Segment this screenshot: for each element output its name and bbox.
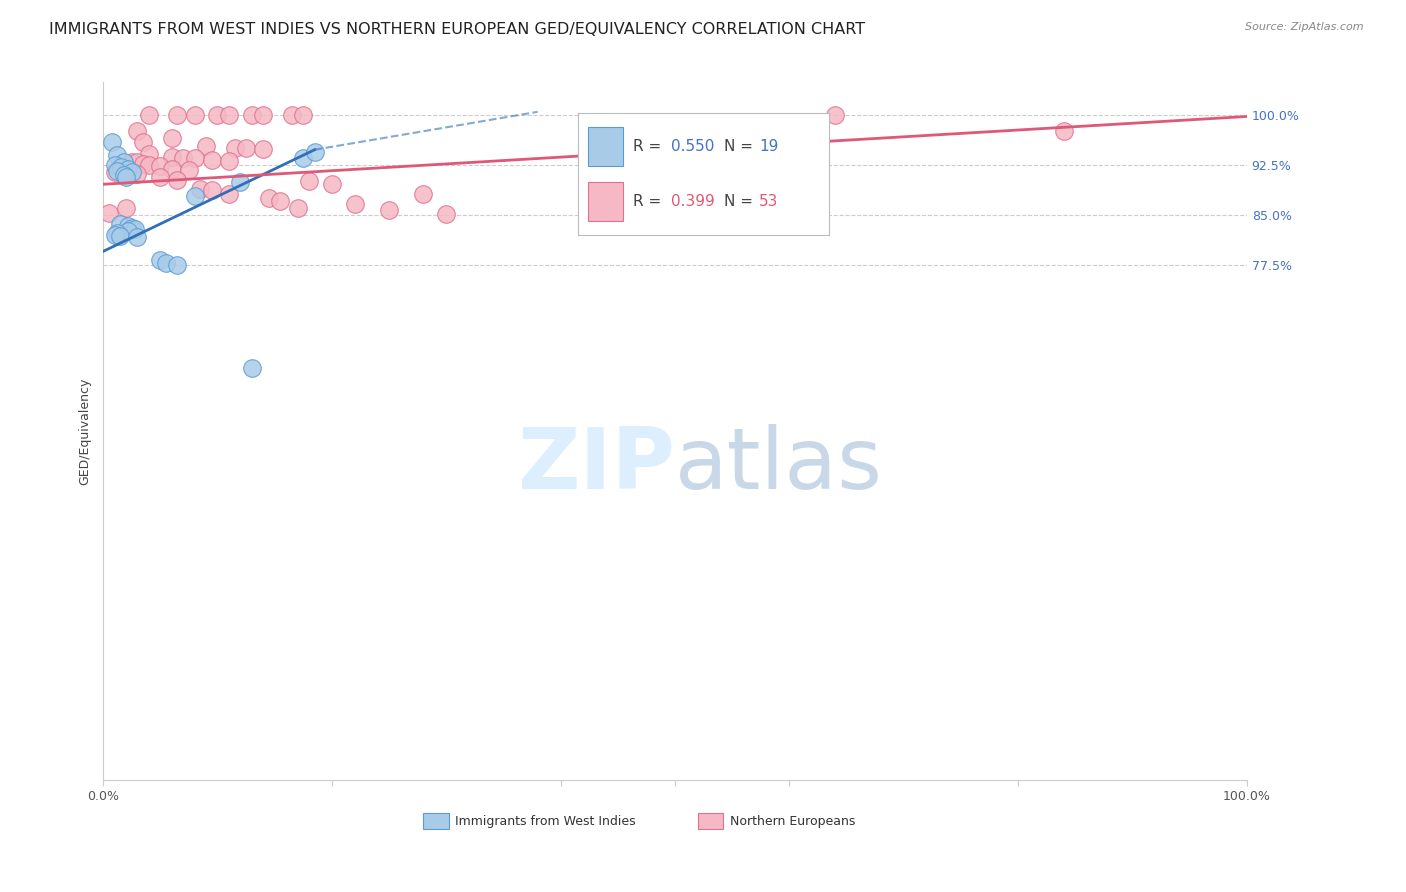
Point	[138, 147, 160, 161]
Point	[252, 108, 274, 122]
Bar	[697, 814, 723, 829]
Text: Northern Europeans: Northern Europeans	[730, 814, 855, 828]
Point	[138, 108, 160, 122]
Point	[117, 224, 139, 238]
Bar	[423, 814, 449, 829]
Point	[110, 217, 132, 231]
Point	[166, 172, 188, 186]
Point	[641, 194, 664, 208]
Point	[218, 187, 240, 202]
Point	[257, 190, 280, 204]
Point	[183, 152, 205, 166]
Point	[105, 148, 128, 162]
Text: IMMIGRANTS FROM WEST INDIES VS NORTHERN EUROPEAN GED/EQUIVALENCY CORRELATION CHA: IMMIGRANTS FROM WEST INDIES VS NORTHERN …	[49, 22, 865, 37]
Y-axis label: GED/Equivalency: GED/Equivalency	[79, 377, 91, 484]
Point	[121, 166, 143, 180]
Point	[121, 155, 143, 169]
Point	[132, 135, 155, 149]
Point	[160, 130, 183, 145]
Point	[201, 183, 224, 197]
Text: ZIP: ZIP	[517, 425, 675, 508]
Point	[155, 256, 177, 270]
Point	[117, 161, 139, 176]
Point	[166, 258, 188, 272]
Point	[195, 139, 218, 153]
Point	[166, 108, 188, 122]
Point	[103, 158, 125, 172]
Point	[127, 230, 149, 244]
Point	[149, 159, 172, 173]
Point	[124, 222, 146, 236]
Point	[149, 253, 172, 268]
Point	[281, 108, 304, 122]
Point	[112, 154, 135, 169]
Point	[110, 229, 132, 244]
Point	[412, 187, 434, 202]
Text: Immigrants from West Indies: Immigrants from West Indies	[456, 814, 636, 828]
Point	[292, 108, 315, 122]
Point	[218, 153, 240, 168]
Point	[110, 160, 132, 174]
Point	[103, 165, 125, 179]
Point	[224, 141, 246, 155]
Point	[304, 145, 326, 159]
Point	[121, 165, 143, 179]
Point	[292, 152, 315, 166]
Point	[218, 108, 240, 122]
Point	[112, 168, 135, 182]
Point	[127, 155, 149, 169]
Point	[105, 164, 128, 178]
Point	[117, 219, 139, 234]
Point	[710, 134, 733, 148]
Point	[287, 201, 309, 215]
Point	[188, 182, 211, 196]
Point	[235, 141, 257, 155]
Point	[321, 178, 343, 192]
Point	[103, 227, 125, 242]
Point	[183, 108, 205, 122]
Point	[183, 189, 205, 203]
Point	[105, 227, 128, 241]
Point	[115, 169, 138, 184]
Point	[97, 206, 120, 220]
Point	[127, 124, 149, 138]
Point	[1053, 124, 1076, 138]
Text: Source: ZipAtlas.com: Source: ZipAtlas.com	[1246, 22, 1364, 32]
Point	[160, 150, 183, 164]
Point	[138, 158, 160, 172]
Point	[160, 161, 183, 176]
Point	[269, 194, 291, 208]
Point	[298, 174, 321, 188]
Point	[252, 142, 274, 156]
Point	[172, 152, 194, 166]
Point	[343, 197, 366, 211]
Point	[101, 135, 124, 149]
Point	[115, 201, 138, 215]
Point	[675, 167, 697, 181]
Point	[132, 156, 155, 170]
Point	[207, 108, 229, 122]
Point	[127, 167, 149, 181]
Point	[824, 108, 846, 122]
Point	[201, 153, 224, 167]
Point	[121, 221, 143, 235]
Point	[149, 169, 172, 184]
Point	[229, 175, 252, 189]
Point	[240, 108, 263, 122]
Point	[378, 203, 401, 218]
Text: atlas: atlas	[675, 425, 883, 508]
Point	[240, 360, 263, 375]
Point	[177, 163, 200, 178]
Point	[434, 207, 457, 221]
